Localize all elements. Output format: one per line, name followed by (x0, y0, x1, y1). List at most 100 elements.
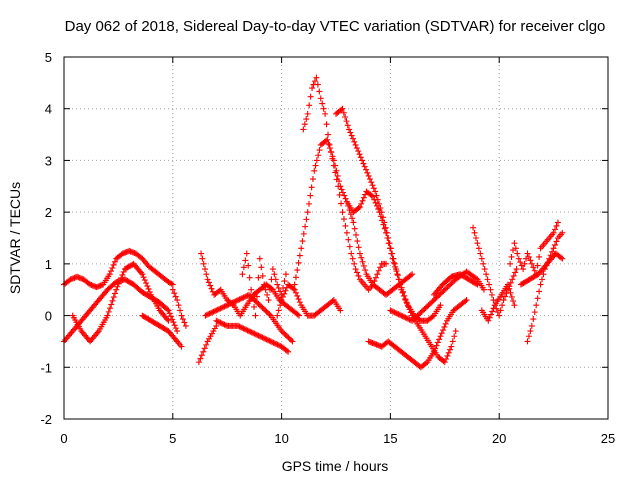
data-point (255, 274, 262, 281)
series-track-a (61, 247, 176, 291)
data-point (197, 355, 204, 362)
data-point (383, 260, 390, 267)
data-point (410, 316, 417, 323)
data-point (241, 326, 248, 333)
data-point (374, 196, 381, 203)
data-point (106, 271, 113, 278)
data-point (213, 317, 220, 324)
data-point (417, 309, 424, 316)
data-point (248, 286, 255, 293)
x-tick-label: 5 (169, 431, 176, 446)
data-point (304, 209, 311, 216)
data-point (239, 295, 246, 302)
data-point (329, 298, 336, 305)
data-point (237, 324, 244, 331)
data-point (111, 290, 118, 297)
data-point (472, 235, 479, 241)
data-point (259, 304, 266, 311)
data-point (332, 169, 339, 176)
series-track-e (169, 286, 189, 329)
data-point (231, 298, 237, 305)
data-point (246, 274, 253, 281)
data-point (250, 330, 257, 337)
data-point (478, 255, 485, 262)
data-point (245, 291, 252, 298)
data-point (507, 260, 514, 267)
data-point (445, 349, 452, 356)
data-point (289, 338, 296, 345)
data-point (530, 264, 537, 271)
data-point (445, 282, 452, 289)
data-point (242, 257, 249, 264)
series-track-l (291, 136, 459, 366)
data-point (271, 340, 278, 347)
data-point (241, 293, 248, 300)
data-point (275, 307, 282, 314)
data-point (235, 297, 242, 304)
data-point (255, 332, 262, 339)
data-point (306, 102, 313, 109)
data-point (251, 330, 258, 337)
data-point (205, 311, 212, 318)
data-point (195, 359, 202, 366)
data-point (198, 250, 205, 257)
data-point (353, 145, 360, 152)
data-point (356, 250, 363, 257)
data-point (375, 267, 382, 274)
data-point (377, 205, 384, 212)
data-point (315, 152, 322, 159)
data-point (528, 322, 535, 329)
data-point (497, 307, 504, 314)
data-point (399, 289, 406, 296)
data-point (435, 293, 441, 300)
data-point (221, 321, 228, 328)
data-point (441, 359, 448, 366)
data-point (443, 285, 450, 292)
data-point (263, 336, 270, 343)
data-point (309, 85, 316, 92)
data-point (248, 329, 255, 336)
data-point (343, 229, 350, 236)
data-point (256, 333, 263, 340)
data-point (423, 360, 430, 367)
data-point (236, 296, 243, 303)
data-point (266, 337, 273, 344)
data-point (537, 281, 544, 288)
data-point (265, 309, 271, 316)
data-point (333, 176, 340, 183)
data-point (169, 286, 176, 293)
data-point (398, 286, 405, 293)
data-point (108, 268, 115, 275)
data-point (303, 116, 310, 123)
data-point (525, 253, 532, 260)
y-tick-label: -2 (40, 412, 52, 427)
data-point (323, 121, 330, 128)
data-point (510, 272, 517, 279)
data-point (399, 313, 406, 320)
data-point (358, 200, 365, 207)
data-point (252, 298, 259, 305)
data-point (324, 136, 331, 143)
series-track-j (239, 250, 289, 319)
data-point (282, 287, 289, 294)
data-point (217, 305, 224, 312)
data-point (272, 276, 279, 283)
data-point (344, 122, 351, 129)
plot-frame (63, 56, 609, 420)
data-point (114, 283, 121, 290)
data-point (391, 309, 398, 316)
data-point (365, 172, 372, 179)
data-point (448, 280, 455, 287)
data-point (486, 314, 493, 321)
data-point (394, 310, 401, 317)
data-point (244, 327, 251, 334)
data-point (346, 243, 353, 250)
data-point (306, 200, 313, 207)
data-point (432, 345, 439, 352)
data-point (378, 209, 385, 216)
data-point (198, 352, 205, 359)
data-point (264, 291, 271, 298)
data-point (484, 276, 491, 283)
data-point (243, 250, 250, 257)
data-point (273, 341, 280, 348)
